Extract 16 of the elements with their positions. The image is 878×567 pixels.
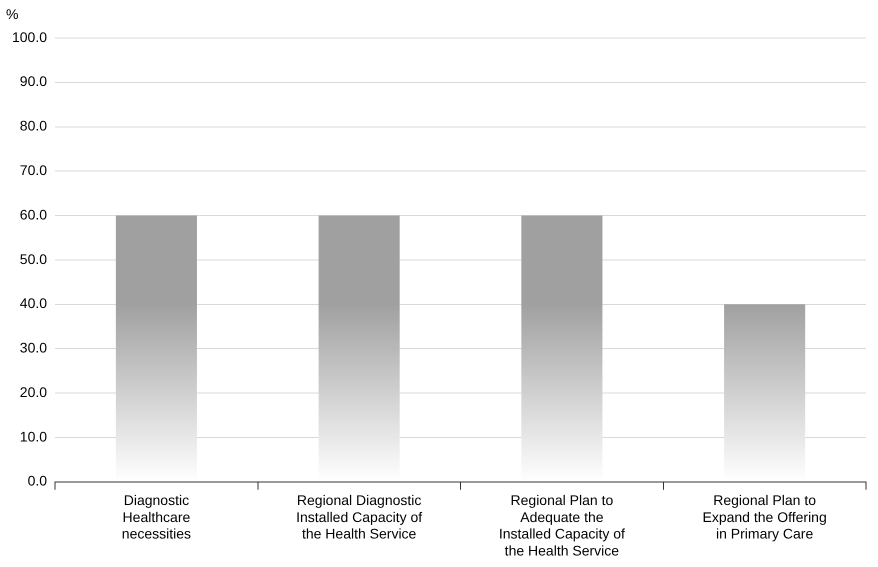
y-axis-title: % xyxy=(6,6,18,22)
y-tick-label: 90.0 xyxy=(20,73,48,90)
y-tick-label: 60.0 xyxy=(20,206,48,222)
x-tick-label: Regional Diagnostic Installed Capacity of the Health Service xyxy=(296,492,422,542)
y-tick-label: 30.0 xyxy=(20,340,48,356)
y-tick-label: 80.0 xyxy=(20,118,48,134)
y-tick-label: 100.0 xyxy=(12,28,48,45)
x-tick-label: Regional Plan to Expand the Offering in Primary Care xyxy=(702,492,827,542)
y-tick-label: 50.0 xyxy=(20,250,48,267)
y-tick-label: 70.0 xyxy=(20,162,48,178)
y-tick-label: 40.0 xyxy=(20,295,48,312)
y-tick-label: 20.0 xyxy=(20,384,48,400)
x-tick-label: Diagnostic Healthcare necessities xyxy=(122,492,192,542)
x-tick-label: Regional Plan to Adequate the Installed Capacity of the Health Service xyxy=(498,492,626,558)
y-tick-label: 0.0 xyxy=(28,472,48,489)
y-tick-label: 10.0 xyxy=(20,428,48,444)
